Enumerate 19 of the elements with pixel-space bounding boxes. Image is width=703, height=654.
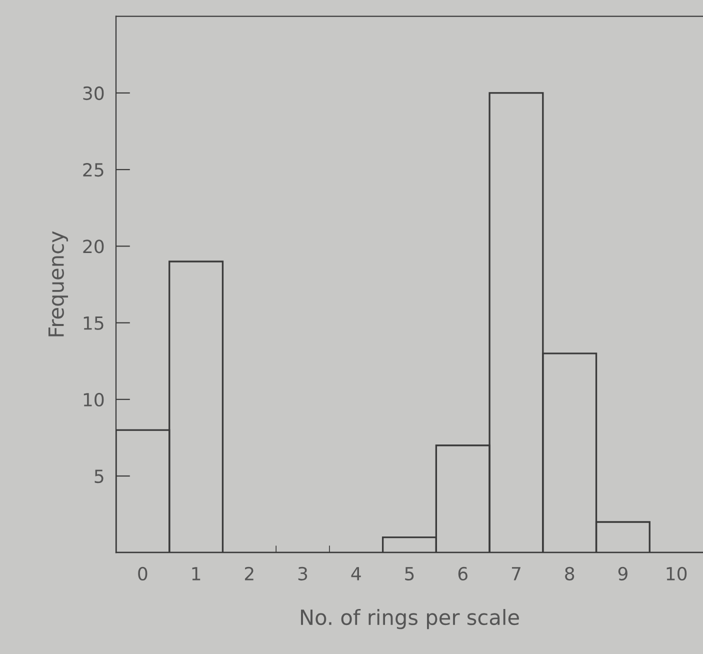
x-tick-label: 0 xyxy=(138,566,148,580)
y-tick-label: 5 xyxy=(94,470,104,484)
y-tick-label: 25 xyxy=(83,163,104,177)
x-tick-label: 7 xyxy=(512,567,520,580)
y-tick-label: 30 xyxy=(83,86,104,100)
y-tick-label: 15 xyxy=(84,316,104,330)
x-tick-label: 3 xyxy=(298,566,308,580)
x-tick-label: 8 xyxy=(565,566,574,580)
x-tick-label: 6 xyxy=(458,566,468,580)
x-tick-label: 1 xyxy=(192,567,200,580)
y-tick-label: 10 xyxy=(84,392,104,407)
x-tick-label: 5 xyxy=(405,567,414,580)
x-tick-label: 9 xyxy=(618,566,628,580)
x-tick-label: 2 xyxy=(244,566,254,580)
y-axis-title: Frequency xyxy=(48,231,68,336)
x-tick-label: 4 xyxy=(351,567,361,580)
x-axis-title: No. of rings per scale xyxy=(301,608,519,630)
y-tick-label: 20 xyxy=(83,240,104,254)
x-tick-label: 10 xyxy=(666,566,687,580)
